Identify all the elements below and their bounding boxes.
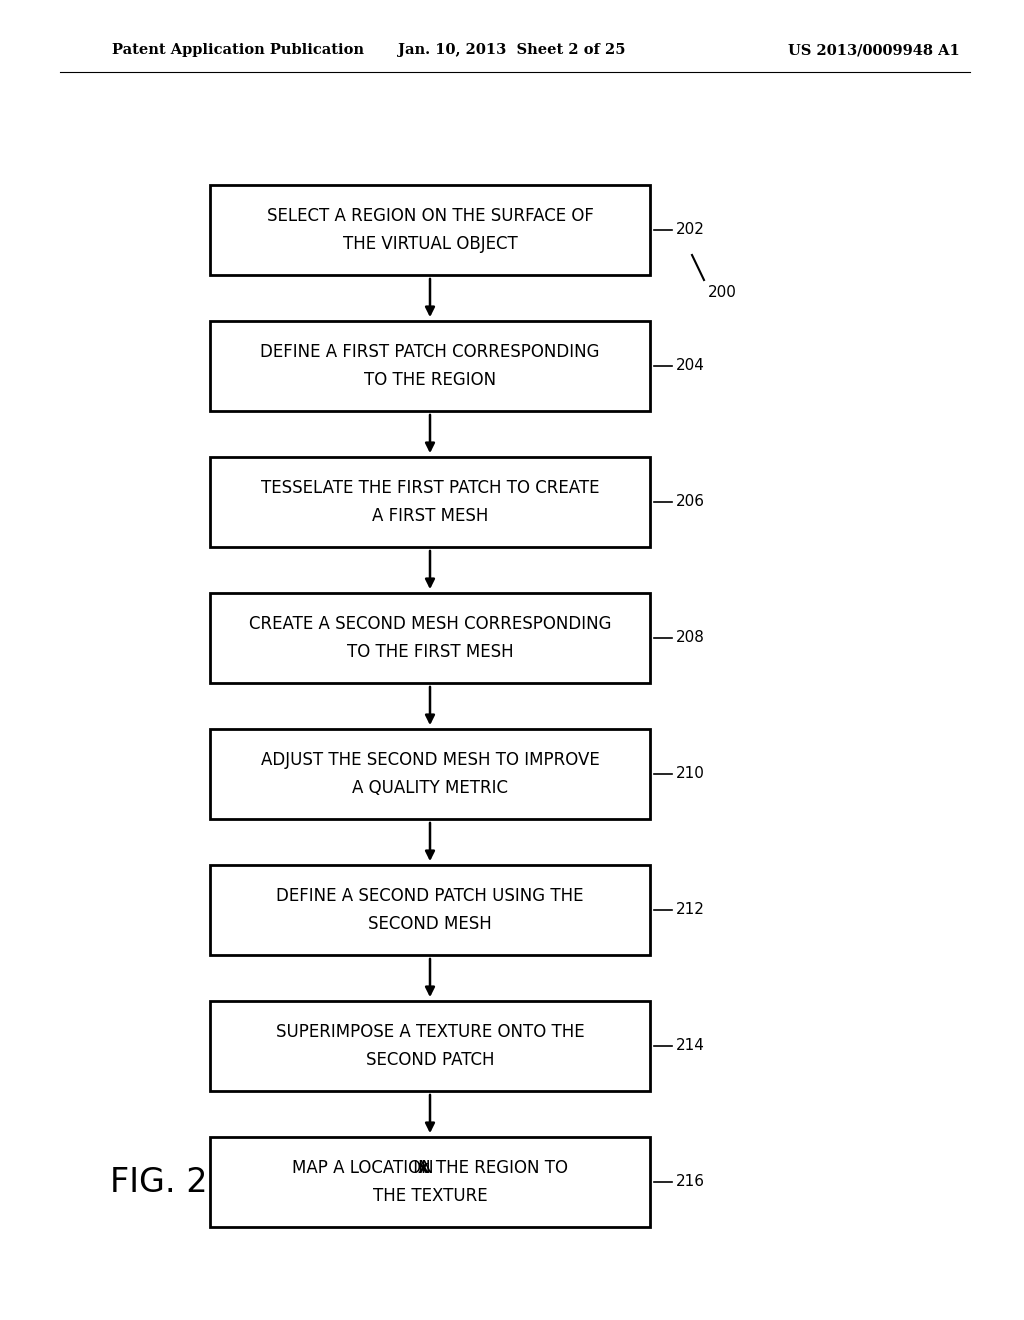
Text: 202: 202 (676, 223, 705, 238)
Text: TO THE REGION: TO THE REGION (364, 371, 496, 389)
Text: 214: 214 (676, 1039, 705, 1053)
Text: THE VIRTUAL OBJECT: THE VIRTUAL OBJECT (343, 235, 517, 253)
Text: CREATE A SECOND MESH CORRESPONDING: CREATE A SECOND MESH CORRESPONDING (249, 615, 611, 634)
Text: DEFINE A FIRST PATCH CORRESPONDING: DEFINE A FIRST PATCH CORRESPONDING (260, 343, 600, 360)
Text: 206: 206 (676, 495, 705, 510)
Bar (210, 1001, 650, 1092)
Text: 210: 210 (676, 767, 705, 781)
Text: Jan. 10, 2013  Sheet 2 of 25: Jan. 10, 2013 Sheet 2 of 25 (398, 44, 626, 57)
Bar (210, 457, 650, 546)
Bar (210, 185, 650, 275)
Text: SECOND PATCH: SECOND PATCH (366, 1051, 495, 1069)
Text: A QUALITY METRIC: A QUALITY METRIC (352, 779, 508, 797)
Text: FIG. 2: FIG. 2 (110, 1166, 208, 1199)
Text: SELECT A REGION ON THE SURFACE OF: SELECT A REGION ON THE SURFACE OF (266, 207, 594, 224)
Text: 216: 216 (676, 1175, 705, 1189)
Text: x: x (418, 1159, 428, 1177)
Text: 204: 204 (676, 359, 705, 374)
Bar (210, 321, 650, 411)
Text: 200: 200 (708, 285, 737, 300)
Text: Patent Application Publication: Patent Application Publication (112, 44, 364, 57)
Text: ADJUST THE SECOND MESH TO IMPROVE: ADJUST THE SECOND MESH TO IMPROVE (261, 751, 599, 770)
Bar (210, 593, 650, 682)
Bar (210, 865, 650, 954)
Text: THE TEXTURE: THE TEXTURE (373, 1187, 487, 1205)
Text: US 2013/0009948 A1: US 2013/0009948 A1 (788, 44, 961, 57)
Bar (210, 1137, 650, 1228)
Text: A FIRST MESH: A FIRST MESH (372, 507, 488, 525)
Text: TESSELATE THE FIRST PATCH TO CREATE: TESSELATE THE FIRST PATCH TO CREATE (261, 479, 599, 498)
Text: DEFINE A SECOND PATCH USING THE: DEFINE A SECOND PATCH USING THE (276, 887, 584, 906)
Bar (210, 729, 650, 818)
Text: 208: 208 (676, 631, 705, 645)
Text: MAP A LOCATION: MAP A LOCATION (292, 1159, 438, 1177)
Text: 212: 212 (676, 903, 705, 917)
Text: IN THE REGION TO: IN THE REGION TO (408, 1159, 567, 1177)
Text: TO THE FIRST MESH: TO THE FIRST MESH (347, 643, 513, 661)
Text: SECOND MESH: SECOND MESH (368, 915, 492, 933)
Text: SUPERIMPOSE A TEXTURE ONTO THE: SUPERIMPOSE A TEXTURE ONTO THE (275, 1023, 585, 1041)
